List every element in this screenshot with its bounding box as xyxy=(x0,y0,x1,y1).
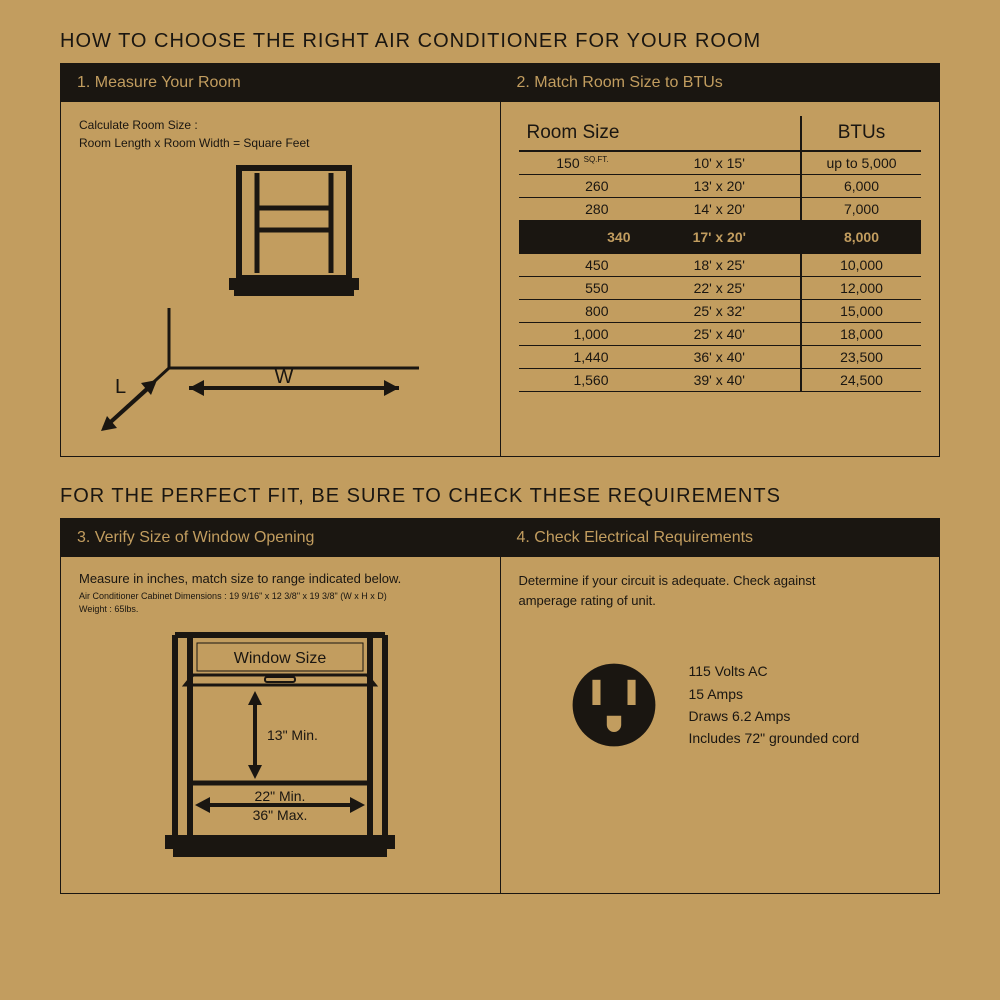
panel-btu-table: 2. Match Room Size to BTUs Room Size BTU… xyxy=(501,64,940,456)
table-row: 55022' x 25'12,000 xyxy=(519,277,922,300)
spec-line: Includes 72" grounded cord xyxy=(689,727,860,749)
panel1-header: 1. Measure Your Room xyxy=(61,64,500,102)
panel-measure-room: 1. Measure Your Room Calculate Room Size… xyxy=(61,64,501,456)
window-diagram: Window Size 13" Min. 22" Min. xyxy=(155,625,405,875)
w-max-label: 36" Max. xyxy=(253,807,308,823)
measure-text: Measure in inches, match size to range i… xyxy=(79,571,482,586)
table-row: 1,00025' x 40'18,000 xyxy=(519,323,922,346)
spec-line: 15 Amps xyxy=(689,683,860,705)
table-row: 34017' x 20'8,000 xyxy=(519,221,922,254)
w-label: W xyxy=(275,366,294,388)
calc-line2: Room Length x Room Width = Square Feet xyxy=(79,134,482,152)
table-row: 80025' x 32'15,000 xyxy=(519,300,922,323)
col-room-size: Room Size xyxy=(519,116,802,151)
panel-window-opening: 3. Verify Size of Window Opening Measure… xyxy=(61,519,501,893)
dims1: Air Conditioner Cabinet Dimensions : 19 … xyxy=(79,590,482,603)
panel3-header: 3. Verify Size of Window Opening xyxy=(61,519,500,557)
outlet-icon xyxy=(569,660,659,750)
main-title: HOW TO CHOOSE THE RIGHT AIR CONDITIONER … xyxy=(60,30,940,53)
spec-line: 115 Volts AC xyxy=(689,660,860,682)
l-label: L xyxy=(115,376,126,398)
calc-line1: Calculate Room Size : xyxy=(79,116,482,134)
section-choose: 1. Measure Your Room Calculate Room Size… xyxy=(60,63,940,457)
panel-electrical: 4. Check Electrical Requirements Determi… xyxy=(501,519,940,893)
elec-specs: 115 Volts AC15 AmpsDraws 6.2 AmpsInclude… xyxy=(689,660,860,750)
table-row: 150SQ.FT.10' x 15'up to 5,000 xyxy=(519,151,922,175)
room-diagram: W L xyxy=(79,158,439,438)
table-row: 1,44036' x 40'23,500 xyxy=(519,346,922,369)
dims2: Weight : 65lbs. xyxy=(79,603,482,616)
w-min-label: 22" Min. xyxy=(255,788,306,804)
col-btus: BTUs xyxy=(801,116,921,151)
table-row: 45018' x 25'10,000 xyxy=(519,254,922,277)
elec-text2: amperage rating of unit. xyxy=(519,591,922,611)
btu-table: Room Size BTUs 150SQ.FT.10' x 15'up to 5… xyxy=(519,116,922,392)
window-size-label: Window Size xyxy=(234,650,327,667)
spec-line: Draws 6.2 Amps xyxy=(689,705,860,727)
table-row: 1,56039' x 40'24,500 xyxy=(519,369,922,392)
table-row: 28014' x 20'7,000 xyxy=(519,198,922,221)
elec-text1: Determine if your circuit is adequate. C… xyxy=(519,571,922,591)
table-row: 26013' x 20'6,000 xyxy=(519,175,922,198)
panel4-header: 4. Check Electrical Requirements xyxy=(501,519,940,557)
sub-title: FOR THE PERFECT FIT, BE SURE TO CHECK TH… xyxy=(60,485,940,508)
h-min-label: 13" Min. xyxy=(267,727,318,743)
panel2-header: 2. Match Room Size to BTUs xyxy=(501,64,940,102)
section-requirements: 3. Verify Size of Window Opening Measure… xyxy=(60,518,940,894)
